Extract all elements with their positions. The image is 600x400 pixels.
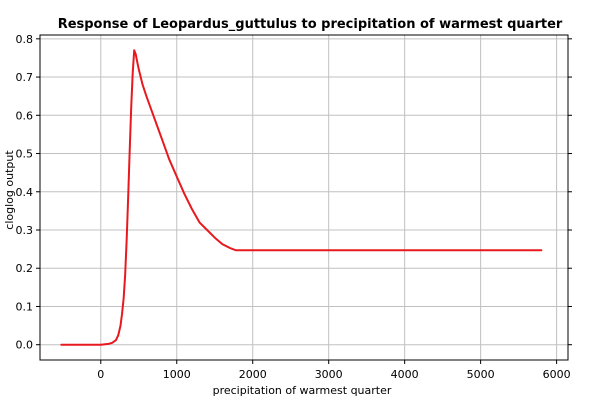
- y-tick-label: 0.7: [16, 71, 34, 84]
- y-tick-label: 0.6: [16, 109, 34, 122]
- y-tick-label: 0.1: [16, 300, 34, 313]
- y-tick-label: 0.8: [16, 33, 34, 46]
- y-tick-label: 0.4: [16, 186, 34, 199]
- x-axis-label: precipitation of warmest quarter: [213, 384, 392, 397]
- grid-layer: [40, 35, 568, 360]
- x-tick-label: 3000: [315, 368, 343, 381]
- y-axis-label: cloglog output: [3, 150, 16, 230]
- x-tick-label: 4000: [391, 368, 419, 381]
- series-layer: [60, 49, 543, 346]
- plot-frame: [39, 34, 569, 361]
- y-tick-label: 0.2: [16, 262, 34, 275]
- x-tick-label: 5000: [467, 368, 495, 381]
- tick-layer: 0 1000 2000 3000 4000 5000 6000 0.0 0.1 0.2 0.3 0.4…: [16, 33, 572, 381]
- x-tick-label: 2000: [239, 368, 267, 381]
- y-tick-label: 0.5: [16, 148, 34, 161]
- chart-title: Response of Leopardus_guttulus to precip…: [58, 17, 563, 32]
- y-tick-label: 0.0: [16, 339, 34, 352]
- x-tick-label: 1000: [163, 368, 191, 381]
- response-curve: [60, 49, 543, 346]
- y-tick-label: 0.3: [16, 224, 34, 237]
- x-tick-label: 0: [97, 368, 104, 381]
- x-tick-label: 6000: [543, 368, 571, 381]
